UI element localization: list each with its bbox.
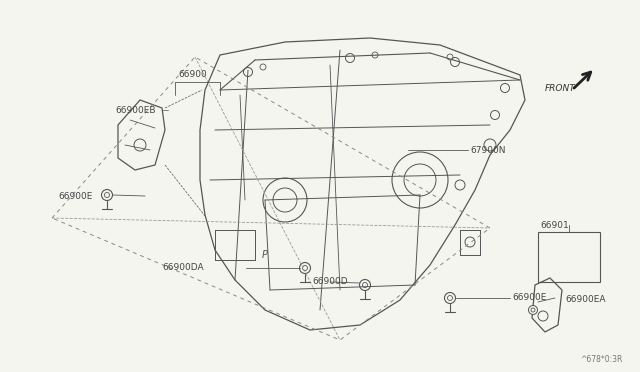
Circle shape (445, 292, 456, 304)
Text: 66900EA: 66900EA (565, 295, 605, 305)
Text: 66900E: 66900E (512, 294, 547, 302)
Text: FRONT: FRONT (545, 83, 576, 93)
Text: 66900DA: 66900DA (162, 263, 204, 273)
Text: 66900D: 66900D (312, 278, 348, 286)
Circle shape (102, 189, 113, 201)
Text: 66900: 66900 (178, 70, 207, 78)
Text: 66900EB: 66900EB (115, 106, 156, 115)
Text: 66901: 66901 (541, 221, 570, 230)
Text: ^678*0:3R: ^678*0:3R (580, 356, 622, 365)
Text: 66900E: 66900E (58, 192, 92, 201)
Bar (538, 232, 600, 282)
Circle shape (300, 263, 310, 273)
Text: 67900N: 67900N (470, 145, 506, 154)
Text: P: P (262, 250, 268, 260)
Circle shape (529, 305, 538, 314)
Circle shape (360, 279, 371, 291)
